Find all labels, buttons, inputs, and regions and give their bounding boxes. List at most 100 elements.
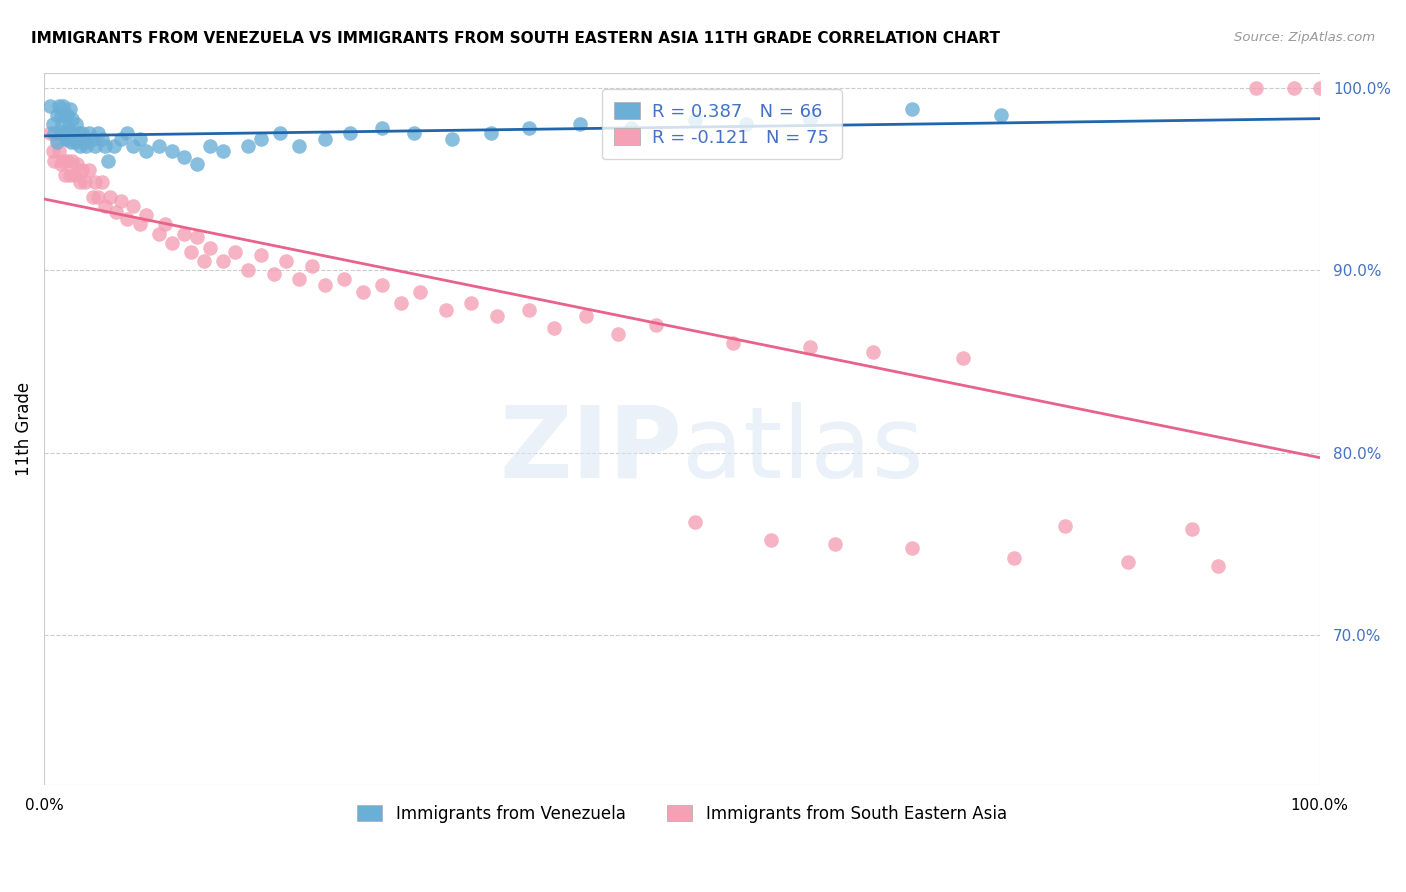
Point	[160, 235, 183, 250]
Point	[49, 126, 72, 140]
Point	[211, 254, 233, 268]
Point	[799, 112, 821, 126]
Point	[250, 248, 273, 262]
Point	[263, 267, 285, 281]
Point	[72, 162, 94, 177]
Point	[56, 153, 79, 168]
Point	[645, 318, 668, 332]
Point	[721, 336, 744, 351]
Point	[238, 263, 260, 277]
Point	[409, 285, 432, 299]
Point	[371, 120, 394, 135]
Point	[75, 139, 97, 153]
Point	[824, 537, 846, 551]
Point	[173, 227, 195, 241]
Point	[49, 108, 72, 122]
Point	[1206, 558, 1229, 573]
Point	[607, 326, 630, 341]
Point	[69, 139, 91, 153]
Point	[1309, 80, 1331, 95]
Point	[441, 131, 464, 145]
Point	[42, 117, 65, 131]
Point	[73, 176, 96, 190]
Point	[45, 108, 67, 122]
Point	[52, 153, 75, 168]
Point	[900, 541, 922, 555]
Point	[90, 131, 112, 145]
Point	[63, 136, 86, 150]
Point	[77, 126, 100, 140]
Point	[288, 272, 311, 286]
Point	[97, 153, 120, 168]
Point	[44, 126, 66, 140]
Point	[568, 117, 591, 131]
Point	[193, 254, 215, 268]
Point	[59, 168, 82, 182]
Text: IMMIGRANTS FROM VENEZUELA VS IMMIGRANTS FROM SOUTH EASTERN ASIA 11TH GRADE CORRE: IMMIGRANTS FROM VENEZUELA VS IMMIGRANTS …	[31, 31, 1000, 46]
Point	[122, 199, 145, 213]
Point	[333, 272, 356, 286]
Text: atlas: atlas	[682, 401, 924, 499]
Point	[543, 321, 565, 335]
Point	[104, 204, 127, 219]
Point	[198, 139, 221, 153]
Point	[72, 126, 94, 140]
Point	[94, 139, 117, 153]
Point	[59, 136, 82, 150]
Point	[49, 157, 72, 171]
Text: ZIP: ZIP	[499, 401, 682, 499]
Point	[86, 126, 108, 140]
Point	[211, 145, 233, 159]
Point	[77, 162, 100, 177]
Point	[115, 126, 138, 140]
Point	[48, 99, 70, 113]
Point	[52, 99, 75, 113]
Point	[575, 309, 598, 323]
Point	[173, 150, 195, 164]
Point	[761, 533, 783, 548]
Point	[352, 285, 374, 299]
Point	[683, 113, 706, 128]
Point	[42, 145, 65, 159]
Point	[66, 157, 89, 171]
Point	[60, 153, 83, 168]
Point	[276, 254, 298, 268]
Point	[402, 126, 425, 140]
Point	[53, 168, 76, 182]
Point	[186, 230, 208, 244]
Point	[389, 296, 412, 310]
Point	[460, 296, 482, 310]
Point	[269, 126, 291, 140]
Point	[135, 208, 157, 222]
Point	[135, 145, 157, 159]
Point	[100, 190, 122, 204]
Point	[122, 139, 145, 153]
Point	[238, 139, 260, 153]
Point	[44, 153, 66, 168]
Point	[314, 277, 336, 292]
Point	[51, 117, 73, 131]
Point	[900, 103, 922, 117]
Point	[434, 303, 457, 318]
Point	[56, 108, 79, 122]
Point	[60, 112, 83, 126]
Point	[952, 351, 974, 365]
Point	[48, 145, 70, 159]
Point	[479, 126, 502, 140]
Point	[39, 126, 62, 140]
Point	[82, 131, 104, 145]
Point	[517, 303, 540, 318]
Point	[110, 131, 132, 145]
Point	[52, 126, 75, 140]
Point	[53, 108, 76, 122]
Point	[73, 136, 96, 150]
Point	[990, 108, 1012, 122]
Point	[148, 227, 170, 241]
Point	[148, 139, 170, 153]
Point	[86, 190, 108, 204]
Point	[371, 277, 394, 292]
Point	[517, 120, 540, 135]
Point	[339, 126, 361, 140]
Point	[620, 120, 643, 135]
Point	[59, 126, 82, 140]
